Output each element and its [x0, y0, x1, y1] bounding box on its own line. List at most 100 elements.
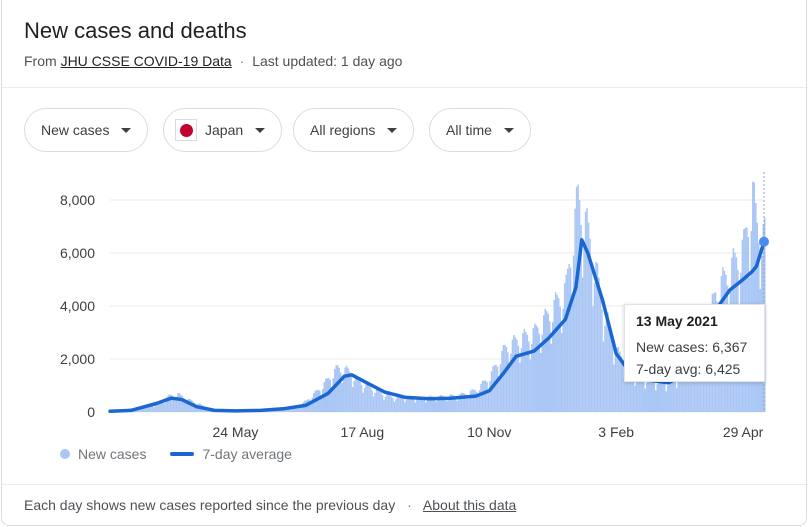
footer-note: Each day shows new cases reported since …: [24, 497, 396, 513]
bar: [675, 387, 678, 412]
footer-divider: [2, 484, 808, 485]
bar: [286, 408, 288, 412]
bar: [181, 396, 184, 412]
bar: [499, 364, 502, 412]
bar: [168, 394, 170, 412]
chart-legend: New cases 7-day average: [60, 446, 292, 462]
bar: [384, 396, 387, 412]
bar: [416, 399, 418, 412]
bar: [398, 395, 400, 412]
legend-average: 7-day average: [202, 446, 292, 462]
bar: [683, 370, 685, 412]
metric-dropdown-label: New cases: [41, 122, 110, 138]
bar: [405, 399, 408, 412]
bar: [319, 390, 321, 412]
bar: [501, 350, 503, 412]
bar: [507, 352, 509, 412]
chevron-down-icon: [255, 127, 266, 133]
bar: [478, 390, 481, 412]
bar: [151, 405, 154, 412]
bar: [150, 405, 152, 412]
bar: [445, 401, 448, 412]
bar: [540, 353, 542, 412]
bar: [332, 378, 334, 412]
bar: [328, 378, 330, 412]
bar: [344, 367, 346, 412]
x-tick-label: 29 Apr: [723, 424, 764, 440]
bar: [157, 401, 160, 412]
bar: [504, 344, 506, 412]
bar: [620, 356, 623, 412]
bar: [414, 402, 417, 412]
bar: [537, 327, 539, 412]
bar: [659, 377, 661, 412]
bar: [451, 394, 454, 412]
bar: [581, 277, 584, 412]
bar: [544, 308, 546, 412]
bar: [372, 396, 375, 412]
bar: [187, 398, 190, 412]
bar: [586, 208, 588, 412]
bar: [419, 396, 421, 412]
bar: [447, 398, 449, 412]
bar: [643, 379, 645, 412]
bar: [392, 398, 394, 412]
bar: [426, 399, 429, 412]
bar: [329, 379, 331, 412]
bar: [498, 376, 500, 412]
bar: [278, 409, 281, 412]
bar: [428, 396, 430, 412]
about-data-link[interactable]: About this data: [422, 497, 517, 513]
metric-dropdown[interactable]: New cases: [24, 108, 149, 152]
bar: [408, 396, 411, 412]
bar: [347, 368, 349, 412]
bar: [390, 396, 393, 412]
time-range-dropdown[interactable]: All time: [429, 108, 531, 152]
bar: [647, 376, 650, 412]
bar: [459, 394, 461, 412]
bar: [336, 365, 339, 412]
source-link[interactable]: JHU CSSE COVID-19 Data: [60, 53, 232, 69]
bar: [517, 345, 520, 412]
bar: [308, 399, 311, 412]
bar: [516, 339, 518, 412]
bar: [477, 396, 479, 412]
bar: [560, 333, 563, 412]
cases-chart[interactable]: 0 2,000 4,000 6,000 8,000 24 May 17 Aug 10 Nov 3…: [2, 160, 808, 445]
bar: [568, 263, 570, 412]
bar: [474, 390, 476, 412]
bar: [339, 372, 342, 412]
bar: [422, 397, 424, 412]
bar: [571, 297, 573, 412]
region-dropdown[interactable]: Japan: [163, 108, 283, 152]
bar: [752, 181, 754, 412]
bar: [625, 369, 627, 412]
bar: [174, 400, 176, 412]
bar: [680, 368, 682, 412]
y-tick-label: 6,000: [60, 245, 95, 261]
bar: [462, 393, 464, 412]
bar: [138, 407, 140, 412]
bar: [475, 391, 478, 412]
bar: [538, 333, 541, 412]
legend-new-cases: New cases: [78, 446, 147, 462]
bar: [357, 378, 360, 412]
bar: [601, 309, 603, 412]
bar: [432, 396, 435, 412]
bar: [525, 331, 527, 412]
bar: [575, 186, 578, 412]
subregion-dropdown[interactable]: All regions: [293, 108, 415, 152]
bar: [163, 403, 166, 412]
bar: [139, 407, 142, 412]
bar: [387, 393, 390, 412]
bar: [698, 358, 700, 412]
bar: [296, 405, 299, 412]
bar: [154, 405, 157, 412]
bar: [605, 311, 608, 412]
bar: [381, 394, 384, 412]
bar: [295, 406, 297, 412]
bar: [363, 387, 366, 412]
bar: [345, 365, 348, 412]
bar: [456, 400, 458, 412]
